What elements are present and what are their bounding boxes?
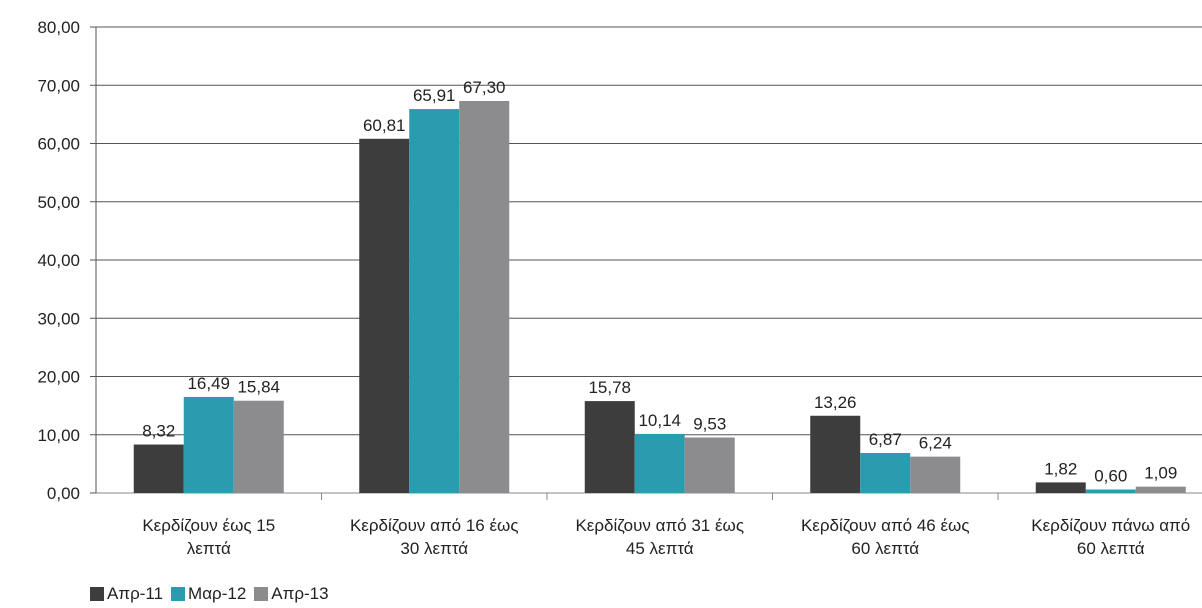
legend-item-series-3: Απρ-13 — [254, 584, 329, 604]
data-label: 16,49 — [187, 374, 230, 393]
data-label: 67,30 — [463, 78, 506, 97]
bar — [183, 396, 234, 493]
x-category-label: Κερδίζουν από 31 έως 45 λεπτά — [575, 516, 744, 558]
legend-label: Απρ-13 — [271, 584, 329, 603]
legend-label: Μαρ-12 — [188, 584, 247, 603]
bar — [133, 444, 184, 493]
x-category-label: Κερδίζουν πάνω από 60 λεπτά — [1031, 516, 1190, 558]
legend: Απρ-11 Μαρ-12 Απρ-13 — [90, 584, 337, 604]
data-label: 6,24 — [919, 434, 952, 453]
y-tick-label: 30,00 — [37, 309, 80, 328]
bar — [634, 433, 685, 493]
data-label: 8,32 — [142, 422, 175, 441]
bar — [910, 456, 961, 493]
bar — [1135, 486, 1186, 493]
x-category-label: Κερδίζουν από 46 έως 60 λεπτά — [801, 516, 970, 558]
x-category-label: Κερδίζουν από 16 έως 30 λεπτά — [350, 516, 519, 558]
x-category-label: Κερδίζουν έως 15 λεπτά — [142, 516, 275, 558]
legend-item-series-1: Απρ-11 — [90, 584, 163, 604]
data-labels: 8,32 16,49 15,84 60,81 65,91 67,30 15,78 10,14 9… — [142, 78, 1177, 486]
bar — [684, 437, 735, 493]
legend-swatch — [90, 587, 104, 601]
legend-item-series-2: Μαρ-12 — [171, 584, 246, 604]
bar — [1035, 482, 1086, 493]
data-label: 10,14 — [638, 411, 681, 430]
data-label: 0,60 — [1094, 467, 1127, 486]
y-tick-label: 70,00 — [37, 76, 80, 95]
y-tick-label: 50,00 — [37, 193, 80, 212]
data-label: 65,91 — [413, 86, 456, 105]
bar — [810, 415, 861, 493]
data-label: 6,87 — [869, 430, 902, 449]
y-tick-label: 10,00 — [37, 426, 80, 445]
y-tick-label: 0,00 — [47, 484, 80, 503]
bar — [1085, 489, 1136, 493]
bar — [233, 400, 284, 493]
y-tick-label: 20,00 — [37, 368, 80, 387]
data-label: 15,84 — [237, 378, 280, 397]
data-label: 60,81 — [363, 116, 406, 135]
bar — [409, 109, 460, 493]
data-label: 9,53 — [693, 414, 726, 433]
data-label: 1,82 — [1044, 459, 1077, 478]
y-tick-label: 60,00 — [37, 135, 80, 154]
y-tick-label: 40,00 — [37, 251, 80, 270]
legend-swatch — [254, 587, 269, 601]
bars — [133, 100, 1186, 494]
bar — [860, 452, 911, 493]
data-label: 15,78 — [588, 378, 631, 397]
data-label: 1,09 — [1144, 464, 1177, 483]
y-tick-label: 80,00 — [37, 18, 80, 37]
y-axis: 0,00 10,00 20,00 30,00 40,00 50,00 60,00 70,00 8… — [37, 18, 97, 503]
bar — [584, 401, 635, 493]
legend-label: Απρ-11 — [107, 584, 164, 603]
bar — [459, 100, 510, 493]
x-axis: Κερδίζουν έως 15 λεπτά Κερδίζουν από 16 έω… — [142, 493, 1190, 558]
legend-swatch — [171, 587, 186, 601]
bar — [359, 138, 410, 494]
data-label: 13,26 — [814, 393, 857, 412]
